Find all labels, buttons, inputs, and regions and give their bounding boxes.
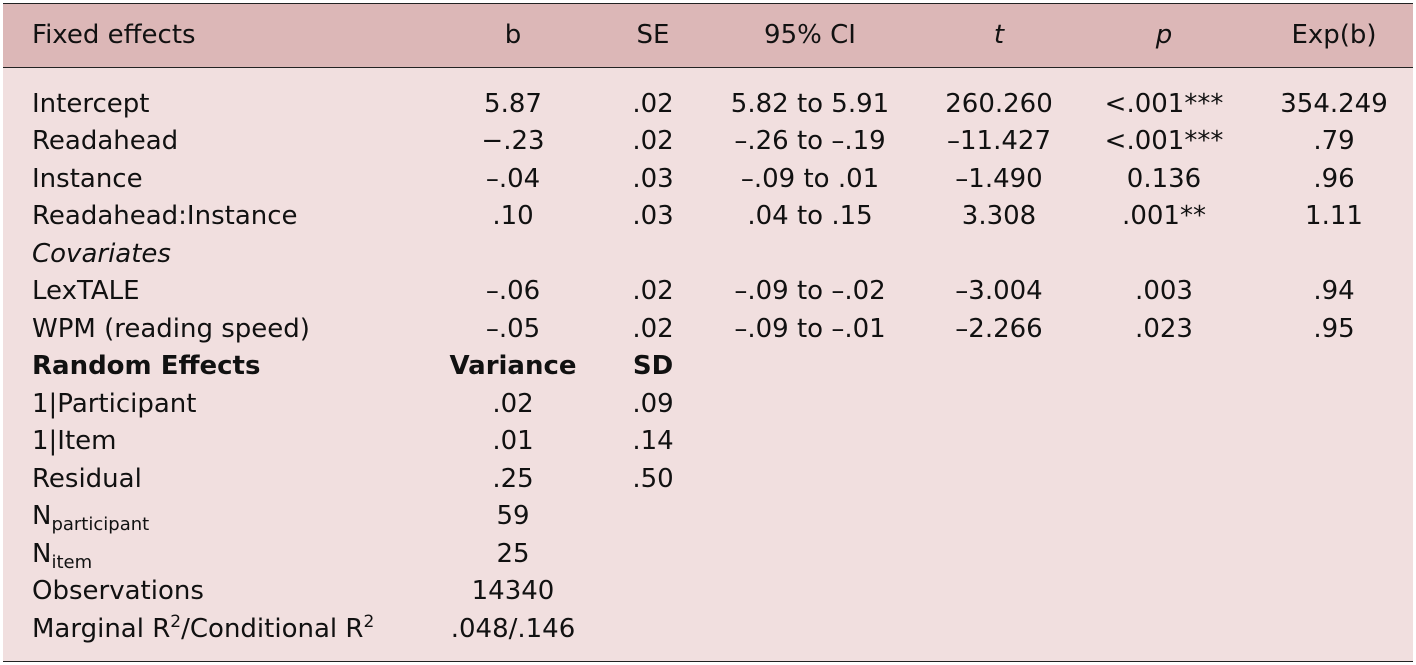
r2-value: .048/.146 (450, 614, 576, 644)
cell-b: –.05 (485, 314, 541, 344)
cell-p: 0.136 (1126, 164, 1202, 194)
cell-b: 5.87 (484, 89, 542, 119)
cell-expb: .95 (1313, 314, 1355, 344)
r2-label: Marginal R2/Conditional R2 (32, 612, 375, 645)
cell-p: <.001*** (1104, 126, 1224, 156)
n-item-label: Nitem (32, 539, 93, 573)
cell-p: .023 (1135, 314, 1193, 344)
cell-sd: .50 (632, 464, 674, 494)
cell-expb: 354.249 (1280, 89, 1388, 119)
cell-ci: 5.82 to 5.91 (730, 89, 890, 119)
cell-se: .02 (632, 276, 674, 306)
header-fixed-effects: Fixed effects (32, 20, 196, 50)
cell-t: –3.004 (955, 276, 1043, 306)
cell-b: –.04 (485, 164, 541, 194)
header-b: b (504, 20, 522, 50)
cell-p: <.001*** (1104, 89, 1224, 119)
cell-variance: .02 (492, 389, 534, 419)
cell-t: 260.260 (945, 89, 1053, 119)
cell-se: .03 (632, 201, 674, 231)
cell-se: .02 (632, 314, 674, 344)
cell-expb: .96 (1313, 164, 1355, 194)
cell-ci: –.09 to –.02 (734, 276, 886, 306)
cell-expb: .79 (1313, 126, 1355, 156)
row-label: WPM (reading speed) (32, 314, 310, 344)
observations-value: 14340 (471, 576, 555, 606)
header-ci: 95% CI (764, 20, 856, 50)
row-label: Residual (32, 464, 142, 494)
cell-p: .003 (1135, 276, 1193, 306)
cell-b: –.06 (485, 276, 541, 306)
row-label: Intercept (32, 89, 150, 119)
row-label: Instance (32, 164, 143, 194)
n-participant-label: Nparticipant (32, 501, 150, 535)
cell-t: –1.490 (955, 164, 1043, 194)
covariates-heading: Covariates (32, 239, 171, 269)
cell-sd: .14 (632, 426, 674, 456)
sd-heading: SD (632, 351, 674, 381)
row-label: 1|Item (32, 426, 117, 456)
cell-se: .02 (632, 89, 674, 119)
header-t: t (993, 20, 1005, 50)
cell-t: –2.266 (955, 314, 1043, 344)
cell-variance: .01 (492, 426, 534, 456)
cell-expb: .94 (1313, 276, 1355, 306)
row-label: 1|Participant (32, 389, 197, 419)
cell-ci: –.09 to –.01 (734, 314, 886, 344)
results-table: Fixed effects b SE 95% CI t p Exp(b) Int… (3, 3, 1413, 662)
cell-p: .001** (1122, 201, 1206, 231)
cell-ci: –.26 to –.19 (734, 126, 886, 156)
n-participant-value: 59 (496, 501, 530, 531)
variance-heading: Variance (449, 351, 577, 381)
header-se: SE (636, 20, 670, 50)
row-label: Readahead:Instance (32, 201, 298, 231)
cell-b: .10 (492, 201, 534, 231)
random-effects-heading: Random Effects (32, 351, 261, 381)
observations-label: Observations (32, 576, 204, 606)
header-p: p (1155, 20, 1173, 50)
cell-variance: .25 (492, 464, 534, 494)
header-expb: Exp(b) (1291, 20, 1377, 50)
table-header: Fixed effects b SE 95% CI t p Exp(b) (3, 4, 1413, 68)
cell-t: –11.427 (947, 126, 1051, 156)
cell-t: 3.308 (961, 201, 1037, 231)
row-label: Readahead (32, 126, 179, 156)
cell-se: .02 (632, 126, 674, 156)
cell-ci: –.09 to .01 (740, 164, 880, 194)
cell-sd: .09 (632, 389, 674, 419)
row-label: LexTALE (32, 276, 140, 306)
cell-expb: 1.11 (1305, 201, 1363, 231)
cell-b: −.23 (481, 126, 545, 156)
n-item-value: 25 (496, 539, 530, 569)
cell-se: .03 (632, 164, 674, 194)
cell-ci: .04 to .15 (747, 201, 873, 231)
